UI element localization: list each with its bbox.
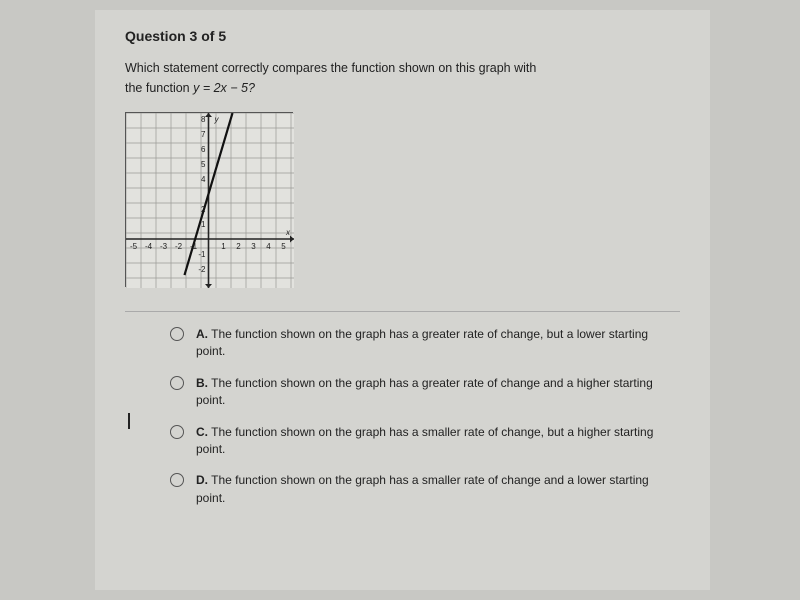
text-cursor <box>128 413 130 429</box>
option-letter: A. <box>196 327 208 341</box>
svg-text:-4: -4 <box>145 242 153 251</box>
option-letter: C. <box>196 425 208 439</box>
svg-text:6: 6 <box>201 145 206 154</box>
svg-text:2: 2 <box>236 242 241 251</box>
answer-options: A. The function shown on the graph has a… <box>125 326 680 507</box>
svg-text:7: 7 <box>201 130 206 139</box>
question-line2-prefix: the function <box>125 81 193 95</box>
option-row-c[interactable]: C. The function shown on the graph has a… <box>170 424 660 459</box>
option-body: The function shown on the graph has a sm… <box>196 425 653 456</box>
question-equation: y = 2x − 5? <box>193 81 255 95</box>
radio-a[interactable] <box>170 327 184 341</box>
svg-text:-3: -3 <box>160 242 168 251</box>
question-number: Question 3 of 5 <box>125 28 680 44</box>
svg-text:1: 1 <box>201 220 206 229</box>
option-text-c: C. The function shown on the graph has a… <box>196 424 660 459</box>
option-body: The function shown on the graph has a sm… <box>196 473 649 504</box>
radio-d[interactable] <box>170 473 184 487</box>
option-letter: D. <box>196 473 208 487</box>
graph-container: yx-5-4-3-2-112345-2-11245678 <box>125 112 680 287</box>
option-body: The function shown on the graph has a gr… <box>196 327 648 358</box>
svg-text:5: 5 <box>201 160 206 169</box>
option-row-d[interactable]: D. The function shown on the graph has a… <box>170 472 660 507</box>
option-row-a[interactable]: A. The function shown on the graph has a… <box>170 326 660 361</box>
radio-b[interactable] <box>170 376 184 390</box>
svg-text:3: 3 <box>251 242 256 251</box>
option-body: The function shown on the graph has a gr… <box>196 376 653 407</box>
option-row-b[interactable]: B. The function shown on the graph has a… <box>170 375 660 410</box>
option-text-b: B. The function shown on the graph has a… <box>196 375 660 410</box>
option-letter: B. <box>196 376 208 390</box>
question-prompt: Which statement correctly compares the f… <box>125 58 680 98</box>
svg-text:-1: -1 <box>198 250 206 259</box>
graph-svg: yx-5-4-3-2-112345-2-11245678 <box>126 113 294 288</box>
function-graph: yx-5-4-3-2-112345-2-11245678 <box>125 112 293 287</box>
svg-text:5: 5 <box>281 242 286 251</box>
option-text-a: A. The function shown on the graph has a… <box>196 326 660 361</box>
radio-c[interactable] <box>170 425 184 439</box>
svg-text:-2: -2 <box>198 265 206 274</box>
svg-text:4: 4 <box>201 175 206 184</box>
question-line1: Which statement correctly compares the f… <box>125 61 536 75</box>
svg-text:4: 4 <box>266 242 271 251</box>
svg-text:-2: -2 <box>175 242 183 251</box>
option-text-d: D. The function shown on the graph has a… <box>196 472 660 507</box>
svg-text:1: 1 <box>221 242 226 251</box>
question-page: Question 3 of 5 Which statement correctl… <box>95 10 710 590</box>
section-divider <box>125 311 680 312</box>
svg-text:8: 8 <box>201 115 206 124</box>
svg-text:-5: -5 <box>130 242 138 251</box>
